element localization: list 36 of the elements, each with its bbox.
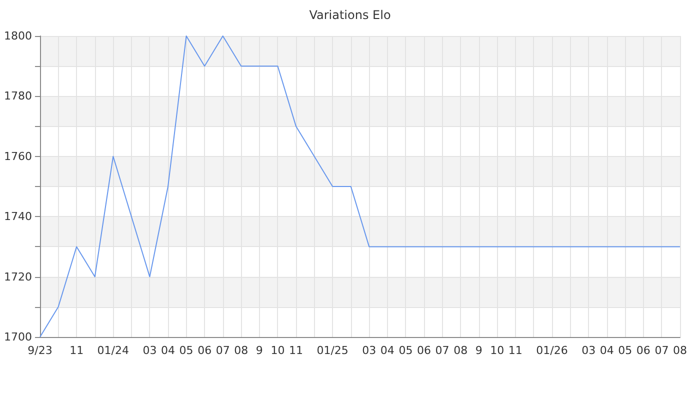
x-tick-label: 03	[142, 344, 157, 357]
x-tick-label: 06	[198, 344, 212, 357]
x-tick-label: 11	[508, 344, 522, 357]
x-tick-label: 11	[289, 344, 303, 357]
x-tick-label: 01/24	[97, 344, 129, 357]
x-tick-label: 03	[362, 344, 376, 357]
x-tick-label: 05	[618, 344, 632, 357]
x-tick-label: 9/23	[28, 344, 52, 357]
y-tick-label: 1740	[4, 210, 32, 224]
x-tick-label: 08	[454, 344, 468, 357]
x-tick-label: 06	[417, 344, 431, 357]
x-tick-label: 06	[636, 344, 650, 357]
y-tick-label: 1720	[4, 270, 32, 284]
y-tick-label: 1800	[4, 30, 32, 42]
x-tick-label: 08	[673, 344, 687, 357]
x-tick-label: 03	[582, 344, 596, 357]
y-tick-label: 1780	[4, 90, 32, 103]
y-tick-label: 1760	[4, 150, 32, 163]
x-tick-label: 07	[216, 344, 230, 357]
x-tick-label: 04	[161, 344, 175, 357]
x-tick-label: 07	[435, 344, 450, 357]
x-tick-label: 04	[380, 344, 394, 357]
x-tick-label: 01/26	[536, 344, 568, 357]
x-tick-label: 01/25	[316, 344, 348, 357]
x-tick-label: 10	[270, 344, 285, 357]
x-tick-label: 05	[179, 344, 194, 357]
x-tick-label: 04	[600, 344, 614, 357]
x-tick-label: 11	[70, 344, 84, 357]
x-tick-label: 07	[654, 344, 669, 357]
x-tick-label: 08	[234, 344, 248, 357]
x-tick-label: 10	[490, 344, 504, 357]
x-tick-label: 9	[256, 344, 263, 357]
x-tick-label: 05	[398, 344, 413, 357]
y-tick-label: 1700	[4, 330, 32, 344]
chart-title: Variations Elo	[309, 8, 391, 22]
x-tick-label: 9	[475, 344, 482, 357]
